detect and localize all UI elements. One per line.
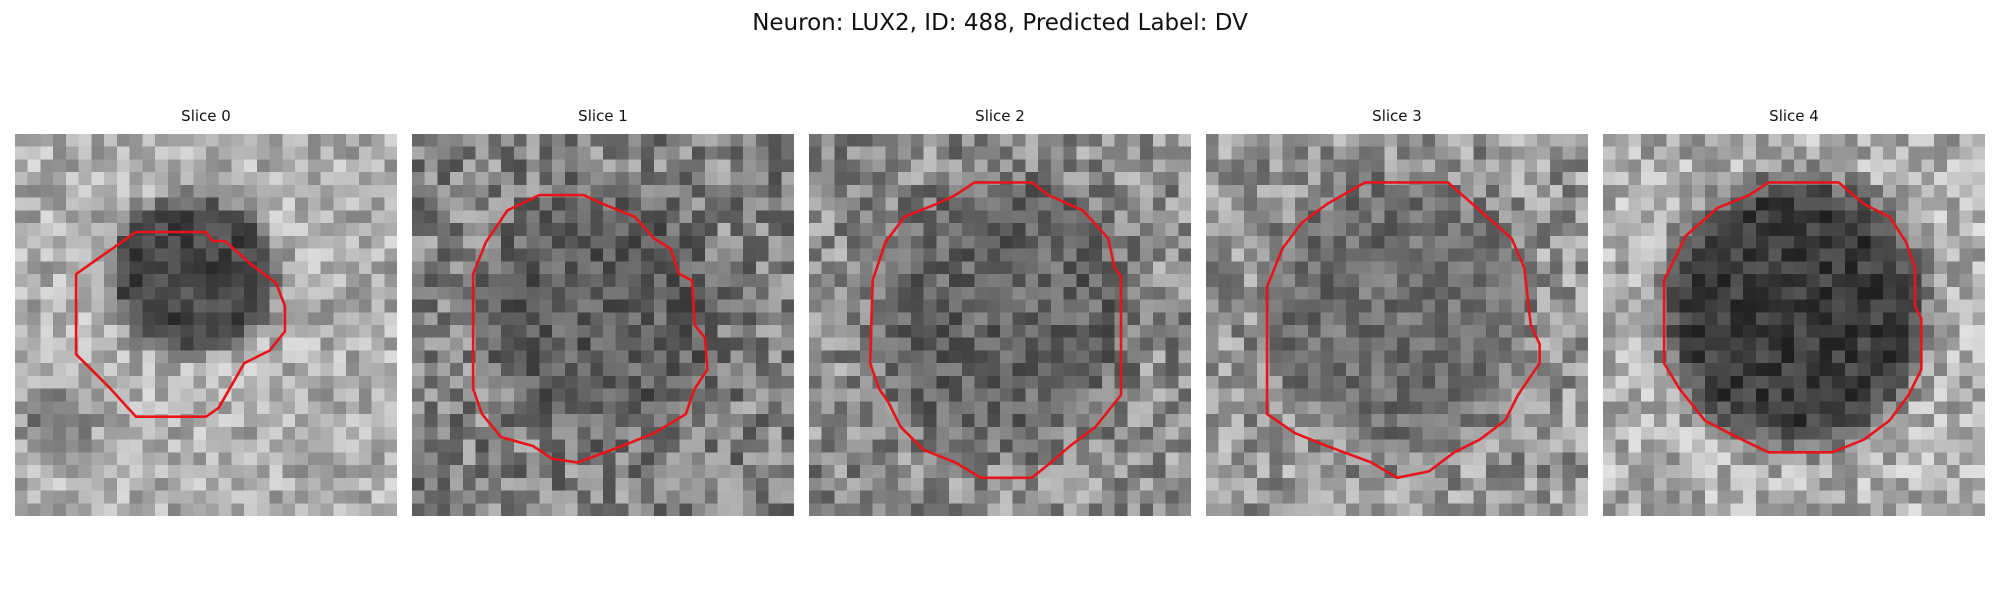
roi-outline-shape [868, 181, 1123, 480]
roi-outline-shape [74, 230, 287, 419]
roi-outline [74, 230, 287, 419]
slice-title: Slice 2 [975, 107, 1025, 125]
roi-outline [471, 193, 709, 464]
roi-outline-shape [1265, 181, 1541, 480]
roi-outline-shape [471, 193, 709, 464]
slice-title: Slice 4 [1769, 107, 1819, 125]
slice-title: Slice 1 [578, 107, 628, 125]
roi-outline [1662, 181, 1923, 454]
roi-outline [868, 181, 1123, 480]
slice-image [15, 134, 397, 516]
slice-image [1206, 134, 1588, 516]
roi-outline [1265, 181, 1541, 480]
slice-title: Slice 0 [181, 107, 231, 125]
slice-title: Slice 3 [1372, 107, 1422, 125]
slice-image [809, 134, 1191, 516]
figure-title: Neuron: LUX2, ID: 488, Predicted Label: … [752, 10, 1248, 36]
roi-outline-shape [1662, 181, 1923, 454]
